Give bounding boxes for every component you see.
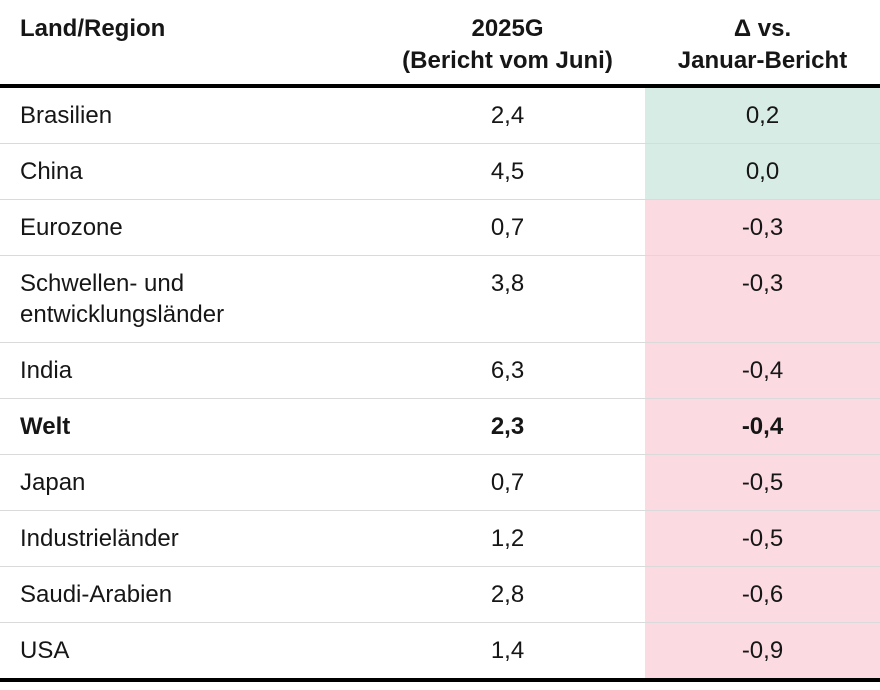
value-cell: 0,7 xyxy=(370,199,645,256)
region-cell: Brasilien xyxy=(0,86,370,144)
table-row: Schwellen- und entwicklungsländer 3,8 -0… xyxy=(0,255,880,343)
col-header-region: Land/Region xyxy=(0,0,370,88)
region-cell: Schwellen- und entwicklungsländer xyxy=(0,255,370,343)
region-cell: Eurozone xyxy=(0,199,370,256)
region-cell: Saudi-Arabien xyxy=(0,566,370,623)
delta-cell: -0,9 xyxy=(645,622,880,682)
delta-cell: -0,3 xyxy=(645,199,880,256)
header-delta-line1: Δ vs. xyxy=(733,15,792,42)
value-cell: 1,4 xyxy=(370,622,645,682)
table-row: Saudi-Arabien 2,8 -0,6 xyxy=(0,566,880,623)
delta-cell: -0,4 xyxy=(645,342,880,399)
region-cell: Welt xyxy=(0,398,370,455)
col-header-2025g: 2025G (Bericht vom Juni) xyxy=(370,0,645,88)
delta-cell: -0,5 xyxy=(645,454,880,511)
value-cell: 6,3 xyxy=(370,342,645,399)
value-cell: 1,2 xyxy=(370,510,645,567)
region-cell: Industrieländer xyxy=(0,510,370,567)
header-value-line1: 2025G xyxy=(471,15,544,42)
header-region-label: Land/Region xyxy=(20,15,166,42)
header-value-line2: (Bericht vom Juni) xyxy=(402,47,613,74)
table-row: Eurozone 0,7 -0,3 xyxy=(0,199,880,256)
region-cell: China xyxy=(0,143,370,200)
table-row: Japan 0,7 -0,5 xyxy=(0,454,880,511)
delta-cell: -0,3 xyxy=(645,255,880,343)
value-cell: 0,7 xyxy=(370,454,645,511)
region-cell: Japan xyxy=(0,454,370,511)
table-row: Brasilien 2,4 0,2 xyxy=(0,86,880,144)
value-cell: 4,5 xyxy=(370,143,645,200)
table-row: USA 1,4 -0,9 xyxy=(0,622,880,682)
header-delta-line2: Januar-Bericht xyxy=(677,47,848,74)
delta-cell: -0,5 xyxy=(645,510,880,567)
delta-cell: 0,0 xyxy=(645,143,880,200)
value-cell: 3,8 xyxy=(370,255,645,343)
value-cell: 2,4 xyxy=(370,86,645,144)
region-cell: India xyxy=(0,342,370,399)
value-cell: 2,8 xyxy=(370,566,645,623)
header-row: Land/Region 2025G (Bericht vom Juni) Δ v… xyxy=(0,0,880,88)
value-cell: 2,3 xyxy=(370,398,645,455)
delta-cell: 0,2 xyxy=(645,86,880,144)
delta-cell: -0,4 xyxy=(645,398,880,455)
col-header-delta: Δ vs. Januar-Bericht xyxy=(645,0,880,88)
table-row: China 4,5 0,0 xyxy=(0,143,880,200)
table-row: Welt 2,3 -0,4 xyxy=(0,398,880,455)
region-cell: USA xyxy=(0,622,370,682)
table-row: Industrieländer 1,2 -0,5 xyxy=(0,510,880,567)
delta-cell: -0,6 xyxy=(645,566,880,623)
table-row: India 6,3 -0,4 xyxy=(0,342,880,399)
